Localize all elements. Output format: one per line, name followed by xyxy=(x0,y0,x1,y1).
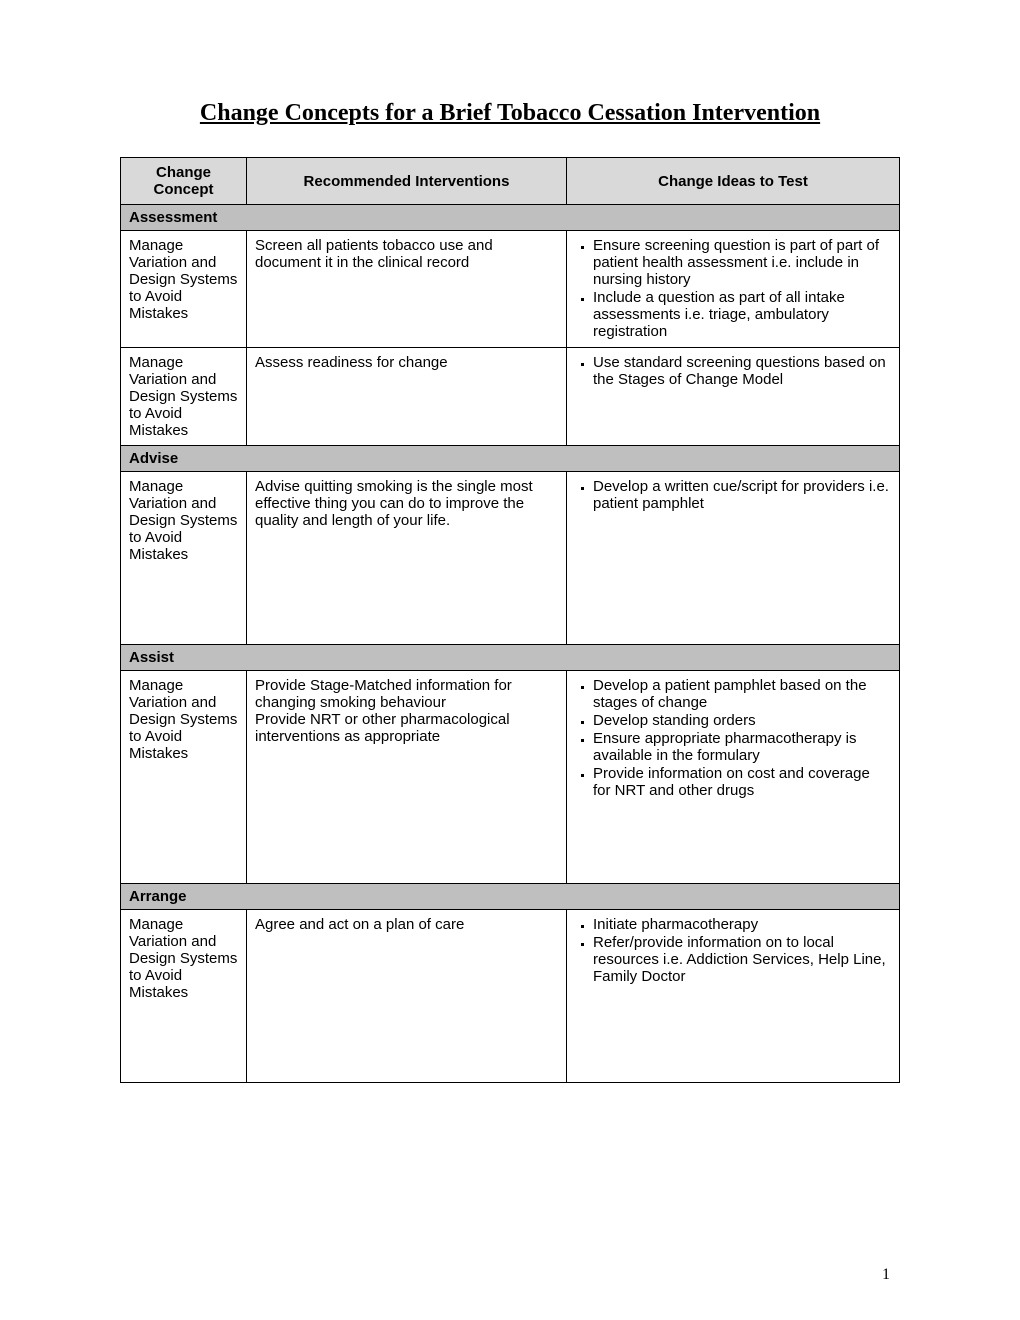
section-label: Assist xyxy=(121,645,900,671)
idea-item: Use standard screening questions based o… xyxy=(593,354,891,388)
table-row: Manage Variation and Design Systems to A… xyxy=(121,472,900,645)
header-change-ideas: Change Ideas to Test xyxy=(567,158,900,205)
idea-item: Develop a patient pamphlet based on the … xyxy=(593,677,891,711)
ideas-cell: Use standard screening questions based o… xyxy=(567,348,900,446)
section-row: Advise xyxy=(121,446,900,472)
idea-item: Ensure appropriate pharmacotherapy is av… xyxy=(593,730,891,764)
ideas-cell: Initiate pharmacotherapyRefer/provide in… xyxy=(567,910,900,1083)
ideas-list: Use standard screening questions based o… xyxy=(575,354,891,388)
ideas-list: Develop a patient pamphlet based on the … xyxy=(575,677,891,799)
intervention-cell: Agree and act on a plan of care xyxy=(247,910,567,1083)
table-header-row: Change Concept Recommended Interventions… xyxy=(121,158,900,205)
document-page: Change Concepts for a Brief Tobacco Cess… xyxy=(0,0,1020,1320)
idea-item: Ensure screening question is part of par… xyxy=(593,237,891,288)
section-label: Advise xyxy=(121,446,900,472)
table-row: Manage Variation and Design Systems to A… xyxy=(121,348,900,446)
idea-item: Develop standing orders xyxy=(593,712,891,729)
section-row: Assessment xyxy=(121,205,900,231)
concept-cell: Manage Variation and Design Systems to A… xyxy=(121,231,247,348)
idea-item: Refer/provide information on to local re… xyxy=(593,934,891,985)
concept-cell: Manage Variation and Design Systems to A… xyxy=(121,910,247,1083)
idea-item: Initiate pharmacotherapy xyxy=(593,916,891,933)
concept-cell: Manage Variation and Design Systems to A… xyxy=(121,472,247,645)
intervention-cell: Advise quitting smoking is the single mo… xyxy=(247,472,567,645)
concept-cell: Manage Variation and Design Systems to A… xyxy=(121,671,247,884)
intervention-cell: Provide Stage-Matched information for ch… xyxy=(247,671,567,884)
ideas-cell: Develop a written cue/script for provide… xyxy=(567,472,900,645)
table-row: Manage Variation and Design Systems to A… xyxy=(121,910,900,1083)
intervention-cell: Screen all patients tobacco use and docu… xyxy=(247,231,567,348)
ideas-cell: Develop a patient pamphlet based on the … xyxy=(567,671,900,884)
header-change-concept: Change Concept xyxy=(121,158,247,205)
section-row: Arrange xyxy=(121,884,900,910)
table-body: AssessmentManage Variation and Design Sy… xyxy=(121,205,900,1083)
section-label: Arrange xyxy=(121,884,900,910)
idea-item: Include a question as part of all intake… xyxy=(593,289,891,340)
page-number: 1 xyxy=(882,1266,890,1284)
idea-item: Develop a written cue/script for provide… xyxy=(593,478,891,512)
ideas-list: Initiate pharmacotherapyRefer/provide in… xyxy=(575,916,891,985)
ideas-cell: Ensure screening question is part of par… xyxy=(567,231,900,348)
header-recommended-interventions: Recommended Interventions xyxy=(247,158,567,205)
ideas-list: Ensure screening question is part of par… xyxy=(575,237,891,340)
page-title: Change Concepts for a Brief Tobacco Cess… xyxy=(120,100,900,127)
table-row: Manage Variation and Design Systems to A… xyxy=(121,231,900,348)
ideas-list: Develop a written cue/script for provide… xyxy=(575,478,891,512)
concepts-table: Change Concept Recommended Interventions… xyxy=(120,157,900,1083)
table-row: Manage Variation and Design Systems to A… xyxy=(121,671,900,884)
concept-cell: Manage Variation and Design Systems to A… xyxy=(121,348,247,446)
section-label: Assessment xyxy=(121,205,900,231)
intervention-cell: Assess readiness for change xyxy=(247,348,567,446)
idea-item: Provide information on cost and coverage… xyxy=(593,765,891,799)
section-row: Assist xyxy=(121,645,900,671)
